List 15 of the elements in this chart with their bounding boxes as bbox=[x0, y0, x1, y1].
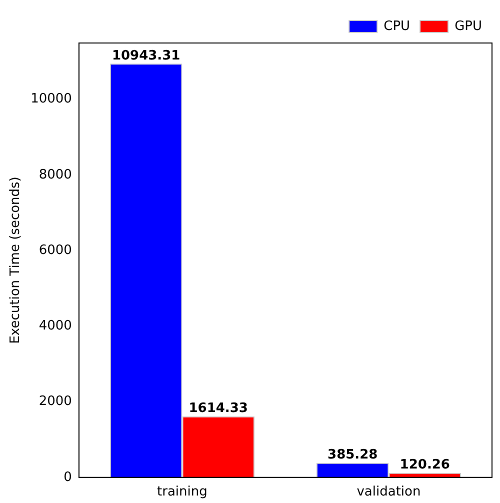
y-tick-label: 6000 bbox=[38, 242, 72, 258]
legend-label: CPU bbox=[384, 18, 410, 34]
x-tick-label: training bbox=[157, 484, 208, 500]
legend-label: GPU bbox=[454, 18, 482, 34]
data-label: 1614.33 bbox=[188, 401, 248, 416]
y-tick-label: 4000 bbox=[38, 318, 72, 334]
data-label: 10943.31 bbox=[112, 48, 180, 64]
y-tick-label: 0 bbox=[64, 470, 72, 485]
data-label: 120.26 bbox=[400, 458, 450, 473]
x-tick-label: validation bbox=[356, 484, 421, 500]
y-tick-label: 8000 bbox=[38, 167, 72, 182]
y-tick-label: 2000 bbox=[38, 394, 72, 410]
data-label: 385.28 bbox=[328, 448, 378, 463]
y-tick-label: 10000 bbox=[30, 92, 72, 107]
y-axis-title: Execution Time (seconds) bbox=[8, 176, 24, 344]
